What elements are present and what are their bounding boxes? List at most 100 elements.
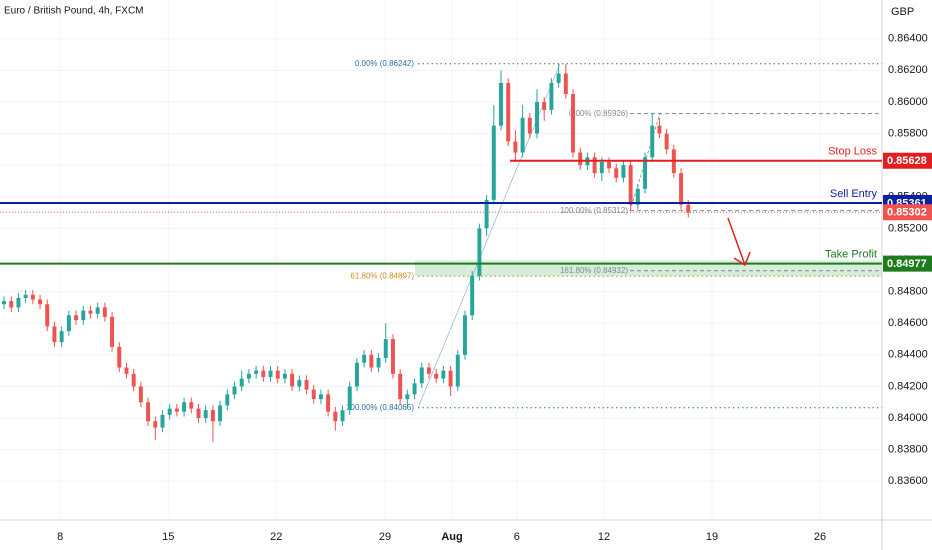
price-badge-label: 0.85628 [887,155,927,167]
fib-level-label: 61.80% (0.84897) [350,271,414,280]
y-tick-label: 0.85800 [888,127,928,139]
candle-body [131,373,136,387]
currency-label: GBP [891,6,914,18]
y-tick-label: 0.86400 [888,33,928,45]
x-tick-label: 29 [379,531,391,543]
candle-body [556,73,561,83]
candle-body [297,380,302,387]
x-tick-label: 22 [270,531,282,543]
x-tick-label: 15 [162,531,174,543]
y-tick-label: 0.83800 [888,444,928,456]
x-tick-label: 19 [706,531,718,543]
candle-body [340,410,345,422]
candle-body [549,82,554,110]
candle-body [254,370,259,374]
candle-body [419,367,424,384]
candle-body [635,188,640,205]
candle-body [412,383,417,395]
candle-body [362,354,367,363]
candle-body [318,394,323,400]
candle-body [138,386,143,403]
candle-body [45,304,50,327]
candle-body [657,125,662,134]
y-tick-label: 0.84600 [888,317,928,329]
candle-body [578,152,583,166]
x-tick-label: 12 [598,531,610,543]
candle-body [354,362,359,387]
candle-body [290,373,295,387]
candle-body [66,315,71,332]
candle-body [326,394,331,412]
candle-body [390,339,395,374]
candle-body [333,411,338,422]
arrow [727,217,746,266]
candle-body [9,301,14,308]
candle-body [664,133,669,150]
candle-body [491,125,496,200]
candle-body [398,373,403,400]
candle-body [679,173,684,205]
candle-body [542,101,547,110]
candle-body [30,294,35,300]
candle-body [117,346,122,368]
candle-body [16,297,21,308]
candle-body [167,408,172,415]
candle-body [347,386,352,411]
candle-body [52,326,57,343]
candle-body [102,307,107,317]
candle-body [470,275,475,316]
candle-body [434,373,439,379]
x-tick-label: 6 [514,531,520,543]
y-tick-label: 0.83600 [888,475,928,487]
candle-body [650,125,655,158]
candle-body [506,82,511,142]
candle-body [563,73,568,95]
x-tick-label: 26 [814,531,826,543]
candle-body [218,405,223,422]
candle-body [499,82,503,126]
price-badge [883,204,932,221]
candle-body [182,402,187,412]
y-tick-label: 0.84400 [888,349,928,361]
x-tick-label: Aug [441,531,462,543]
candle-body [189,402,194,409]
price-badge-label: 0.84977 [887,258,927,270]
candle-body [38,299,43,305]
chart-title: Euro / British Pound, 4h, FXCM [4,6,144,17]
candle-body [59,331,64,343]
y-tick-label: 0.84000 [888,412,928,424]
fib-level-label: 100.00% (0.85312) [560,206,628,215]
fib-level-label: 100.00% (0.84065) [346,403,414,412]
candle-body [124,367,129,374]
x-tick-label: 8 [57,531,63,543]
overlays: Stop Loss Sell Entry Take Profit 0.85628 0.8… [0,146,932,272]
candle-body [463,315,467,355]
fib-level-label: 0.00% (0.86242) [355,59,414,68]
candle-body [426,367,431,374]
candle-body [225,394,230,406]
candle-body [455,354,460,387]
candle-body [599,162,604,174]
candle-body [95,307,100,314]
level-label: Take Profit [825,249,877,261]
candle-body [210,410,215,422]
price-badge [883,152,932,169]
candle-body [239,378,244,387]
candle-body [628,165,633,205]
price-badge-label: 0.85302 [887,207,927,219]
candle-body [2,301,7,305]
price-badge [883,255,932,272]
candle-body [405,394,410,400]
y-tick-label: 0.86200 [888,64,928,76]
candle-body [196,408,201,419]
candle-body [88,310,93,314]
level-label: Sell Entry [830,188,878,200]
candle-body [376,357,381,368]
candle-body [614,168,619,178]
arrow-head [733,251,751,267]
candle-body [643,157,648,189]
y-tick-label: 0.84200 [888,380,928,392]
y-tick-label: 0.85200 [888,222,928,234]
